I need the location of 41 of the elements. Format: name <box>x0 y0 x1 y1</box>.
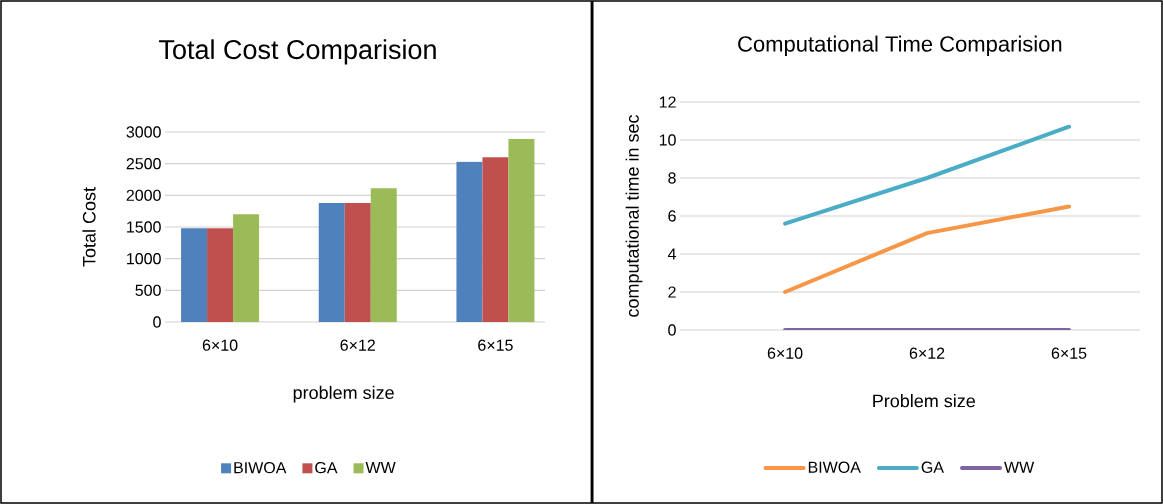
bar <box>482 157 509 322</box>
x-tick-label: 6×10 <box>767 347 803 359</box>
y-tick-label: 4 <box>667 248 676 260</box>
y-tick-label: 0 <box>668 324 676 336</box>
bar <box>318 202 345 322</box>
x-tick-label: 6×12 <box>909 347 945 359</box>
legend-label: BIWOA <box>808 461 861 473</box>
bar <box>207 228 234 322</box>
y-tick-label: 1000 <box>127 253 161 265</box>
legend-label: BIWOA <box>234 461 287 474</box>
x-axis-title: Problem size <box>873 394 975 408</box>
bar <box>344 202 371 322</box>
y-tick-label: 10 <box>659 134 676 146</box>
chart-title: Computational Time Comparision <box>738 35 1062 57</box>
x-tick-label: 6×12 <box>340 339 375 351</box>
x-tick-label: 6×15 <box>1051 347 1087 359</box>
y-axis-title: computational time in sec <box>625 114 643 317</box>
legend-label: GA <box>315 461 338 474</box>
x-tick-label: 6×15 <box>478 339 513 351</box>
y-tick-label: 3000 <box>126 126 161 138</box>
bar <box>456 161 483 322</box>
y-tick-label: 2 <box>668 286 676 298</box>
x-tick-label: 6×10 <box>202 339 238 351</box>
y-tick-label: 0 <box>153 316 161 328</box>
y-tick-label: 6 <box>668 210 676 222</box>
y-tick-label: 2500 <box>126 158 161 170</box>
y-tick-label: 2000 <box>126 189 161 201</box>
y-tick-label: 500 <box>135 284 161 296</box>
y-axis-title: Total Cost <box>82 187 96 267</box>
bar <box>233 214 260 322</box>
x-axis-title: problem size <box>293 385 394 403</box>
chart-title: Total Cost Comparision <box>159 39 436 65</box>
legend-label: WW <box>1004 461 1035 473</box>
legend-label: GA <box>921 461 944 473</box>
y-tick-label: 8 <box>668 172 676 184</box>
y-tick-label: 1500 <box>127 221 161 233</box>
bar <box>181 228 208 322</box>
bar <box>508 138 535 322</box>
y-tick-label: 12 <box>659 96 676 108</box>
bar <box>370 188 397 322</box>
legend-label: WW <box>365 462 396 474</box>
